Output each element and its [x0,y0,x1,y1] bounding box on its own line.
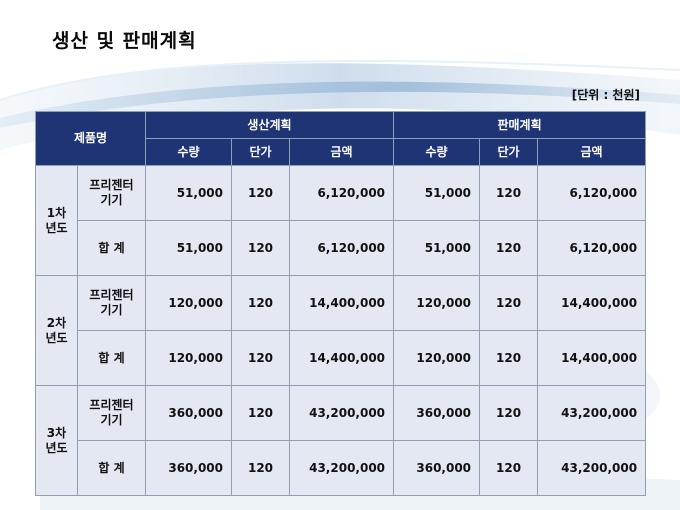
sales-amount-cell: 14,400,000 [537,275,647,331]
sales-quantity-cell: 120,000 [393,275,481,331]
sales-unit-price-cell: 120 [479,385,539,441]
product-name-cell: 프리젠터 기기 [77,275,146,331]
table-row: 1차 년도 프리젠터 기기 51,000 120 6,120,000 51,00… [35,165,647,276]
sales-amount-cell: 14,400,000 [537,330,647,386]
production-unit-price-cell: 120 [231,330,290,386]
table-row: 합 계 51,000 120 6,120,000 51,000 120 6,12… [36,220,647,276]
sales-unit-price-cell: 120 [479,220,539,276]
sales-quantity-cell: 51,000 [393,220,481,276]
sales-quantity-cell: 51,000 [393,165,481,221]
sales-quantity-cell: 120,000 [393,330,481,386]
table-row: 2차 년도 프리젠터 기기 120,000 120 14,400,000 120… [35,275,647,386]
production-amount-cell: 43,200,000 [288,385,395,441]
year-1-label: 1차 년도 [35,165,78,276]
production-unit-price-cell: 120 [231,165,290,221]
production-amount-cell: 6,120,000 [288,220,395,276]
product-name-cell: 프리젠터 기기 [77,385,146,441]
product-name-cell: 프리젠터 기기 [77,165,146,221]
sales-plan-header: 판매계획 [393,111,647,139]
total-label-cell: 합 계 [77,330,146,386]
production-quantity-cell: 51,000 [145,165,232,221]
total-label-cell: 합 계 [77,220,146,276]
production-quantity-header: 수량 [145,138,232,166]
production-quantity-cell: 120,000 [145,275,232,331]
sales-quantity-header: 수량 [393,138,481,166]
production-quantity-cell: 51,000 [145,220,232,276]
sales-quantity-cell: 360,000 [393,385,481,441]
sales-amount-header: 금액 [537,138,647,166]
production-quantity-cell: 120,000 [145,330,232,386]
product-name-header: 제품명 [35,111,146,166]
sales-unit-price-cell: 120 [479,275,539,331]
header-row-2: 수량 단가 금액 수량 단가 금액 [36,138,647,166]
production-amount-cell: 14,400,000 [288,275,395,331]
unit-label: [단위 : 천원] [571,88,640,102]
production-plan-header: 생산계획 [144,111,395,139]
table-row: 3차 년도 프리젠터 기기 360,000 120 43,200,000 360… [35,385,647,496]
production-amount-cell: 6,120,000 [288,165,395,221]
production-amount-header: 금액 [288,138,395,166]
production-unit-price-cell: 120 [231,275,290,331]
sales-unit-price-cell: 120 [479,440,539,496]
production-quantity-cell: 360,000 [145,440,232,496]
sales-unit-price-cell: 120 [479,165,539,221]
sales-unit-price-header: 단가 [479,138,539,166]
sales-unit-price-cell: 120 [479,330,539,386]
sales-amount-cell: 6,120,000 [537,220,647,276]
sales-quantity-cell: 360,000 [393,440,481,496]
production-unit-price-header: 단가 [231,138,290,166]
sales-amount-cell: 6,120,000 [537,165,647,221]
sales-amount-cell: 43,200,000 [537,440,647,496]
table-row: 합 계 360,000 120 43,200,000 360,000 120 4… [36,440,647,496]
year-3-label: 3차 년도 [35,385,78,496]
sales-amount-cell: 43,200,000 [537,385,647,441]
page-title: 생산 및 판매계획 [52,30,197,52]
production-quantity-cell: 360,000 [145,385,232,441]
year-2-label: 2차 년도 [35,275,78,386]
production-unit-price-cell: 120 [231,220,290,276]
table-row: 합 계 120,000 120 14,400,000 120,000 120 1… [36,330,647,386]
production-sales-plan-table: 제품명 생산계획 판매계획 수량 단가 금액 수량 단가 금액 1차 년도 [35,111,647,496]
production-unit-price-cell: 120 [231,440,290,496]
total-label-cell: 합 계 [77,440,146,496]
production-amount-cell: 43,200,000 [288,440,395,496]
production-unit-price-cell: 120 [231,385,290,441]
header-row-1: 제품명 생산계획 판매계획 [35,111,647,166]
production-amount-cell: 14,400,000 [288,330,395,386]
